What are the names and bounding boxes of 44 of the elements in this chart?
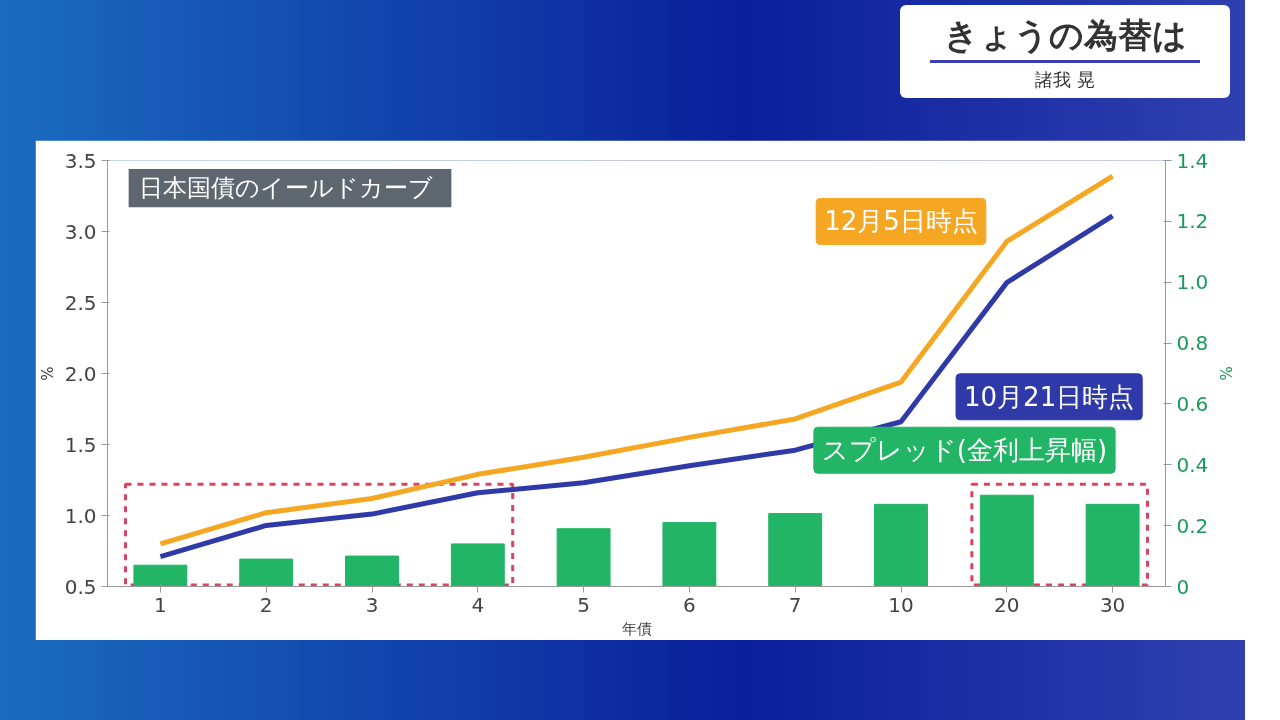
x-tick-label: 10 — [888, 592, 914, 617]
y2-tick-label: 1.4 — [1176, 148, 1209, 173]
bar — [662, 522, 717, 587]
y-tick-label: 3.5 — [64, 148, 97, 173]
series-label: 10月21日時点 — [964, 381, 1135, 412]
x-axis-title: 年債 — [621, 619, 652, 638]
x-tick-label: 4 — [471, 592, 485, 617]
y2-tick-label: 0.4 — [1176, 452, 1209, 477]
bar — [979, 494, 1034, 587]
y2-axis-title: % — [1216, 366, 1235, 381]
x-tick-label: 30 — [1099, 592, 1126, 617]
x-tick-label: 7 — [788, 592, 802, 617]
text: きょうの為替は — [930, 11, 1200, 63]
bar — [133, 564, 188, 587]
y2-tick-label: 1.2 — [1176, 209, 1209, 234]
y2-tick-label: 1.0 — [1176, 270, 1209, 295]
text: 日本国債のイールドカーブ — [139, 174, 434, 203]
bar — [450, 543, 505, 587]
x-tick-label: 6 — [683, 592, 696, 617]
y-tick-label: 1.5 — [64, 432, 97, 457]
y2-tick-label: 0.8 — [1176, 331, 1209, 356]
text: 諸我 晃 — [1034, 67, 1096, 92]
y-tick-label: 1.0 — [64, 503, 97, 528]
y-tick-label: 3.0 — [64, 219, 97, 244]
bar — [874, 503, 928, 587]
bar — [556, 528, 611, 587]
y2-tick-label: 0.2 — [1176, 513, 1209, 538]
y-tick-label: 2.0 — [64, 361, 97, 386]
y-tick-label: 0.5 — [64, 574, 97, 599]
y2-tick-label: 0 — [1176, 574, 1190, 599]
x-tick-label: 3 — [365, 592, 379, 617]
series-label: 12月5日時点 — [824, 206, 978, 237]
x-tick-label: 5 — [577, 592, 590, 617]
x-tick-label: 20 — [994, 592, 1020, 617]
series-label: スプレッド(金利上昇幅) — [821, 435, 1108, 466]
bar — [1085, 503, 1140, 587]
y2-tick-label: 0.6 — [1176, 391, 1209, 416]
x-tick-label: 2 — [259, 592, 273, 617]
y-axis-title: % — [38, 366, 57, 381]
y-tick-label: 2.5 — [64, 290, 97, 315]
bar — [345, 555, 399, 587]
bar — [239, 558, 294, 587]
bar — [768, 512, 823, 587]
x-tick-label: 1 — [154, 592, 167, 617]
